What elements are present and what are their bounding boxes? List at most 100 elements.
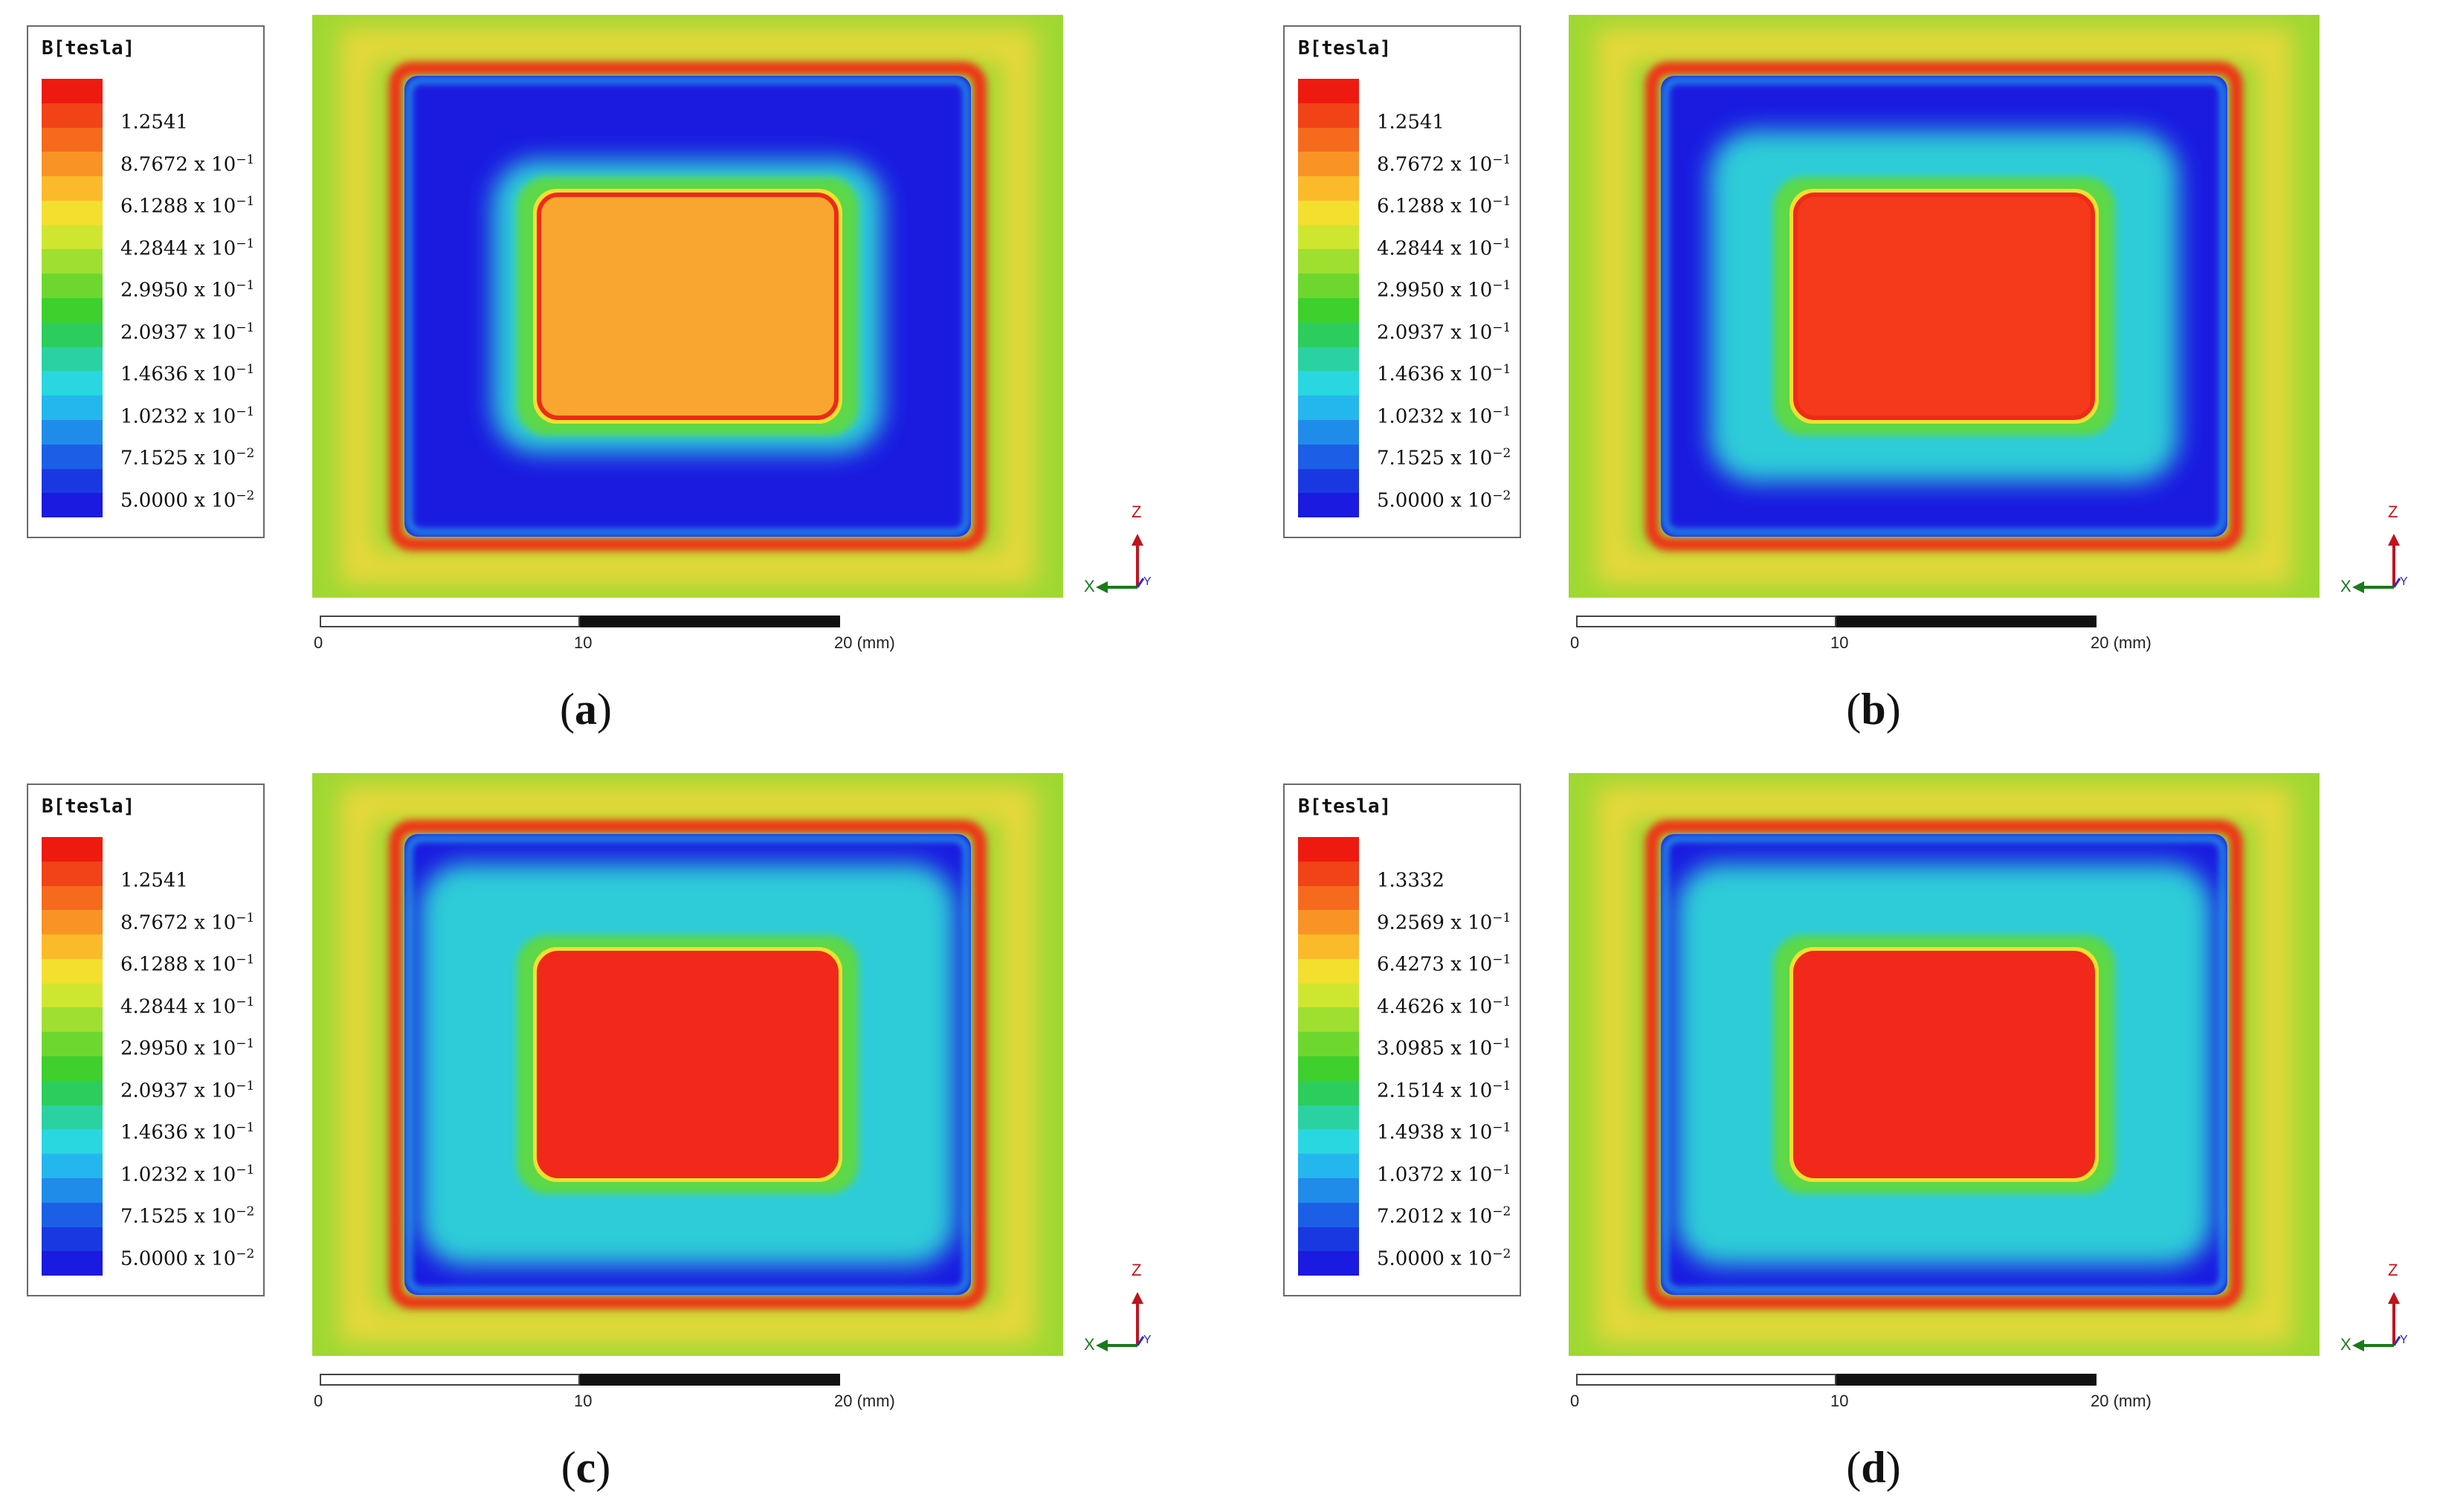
legend-swatch xyxy=(1298,861,1359,886)
legend-label-mantissa: 6.1288 x 10 xyxy=(1377,195,1493,218)
scale-tick-label: 20 (mm) xyxy=(2091,633,2152,652)
legend-label: 6.1288 x 10−1 xyxy=(120,194,254,218)
legend-swatch xyxy=(42,1032,103,1057)
legend-label-mantissa: 8.7672 x 10 xyxy=(1377,153,1493,176)
legend-swatch xyxy=(42,934,103,959)
legend-label: 2.0937 x 10−1 xyxy=(120,1079,254,1102)
legend-swatch xyxy=(42,1177,103,1203)
frame-inner-edge xyxy=(1663,836,2225,1293)
legend-swatch xyxy=(1298,1251,1359,1276)
legend-label-mantissa: 1.2541 xyxy=(120,869,188,892)
legend-label-exponent: −2 xyxy=(236,1204,255,1219)
legend-label-mantissa: 2.0937 x 10 xyxy=(120,321,236,344)
legend-swatch xyxy=(1298,274,1359,299)
legend-label-mantissa: 4.2844 x 10 xyxy=(1377,237,1493,260)
legend-label-mantissa: 5.0000 x 10 xyxy=(1377,489,1493,512)
legend-label-exponent: −1 xyxy=(236,952,255,967)
legend-swatch xyxy=(1298,79,1359,103)
scale-tick-label: 0 xyxy=(314,1392,323,1410)
legend-swatch xyxy=(1298,249,1359,274)
color-legend: B[tesla] 1.2541 8.7672 x 10−1 6.1288 x 10−1… xyxy=(27,784,265,1296)
z-axis-arrow xyxy=(2388,534,2400,546)
z-axis-arrow xyxy=(2388,1292,2400,1304)
legend-label-exponent: −1 xyxy=(236,404,255,419)
legend-swatch xyxy=(1298,444,1359,469)
legend-label-mantissa: 6.1288 x 10 xyxy=(120,195,236,218)
legend-label: 2.0937 x 10−1 xyxy=(1377,320,1511,344)
legend-swatch xyxy=(1298,371,1359,396)
scale-bar-black-segment xyxy=(1836,616,2097,627)
legend-label-mantissa: 8.7672 x 10 xyxy=(120,911,236,934)
legend-label: 5.0000 x 10−2 xyxy=(120,1247,254,1270)
legend-swatch xyxy=(1298,152,1359,177)
legend-color-bar xyxy=(1298,79,1359,518)
legend-label-mantissa: 4.4626 x 10 xyxy=(1377,995,1493,1018)
legend-swatch xyxy=(1298,910,1359,935)
legend-label-mantissa: 5.0000 x 10 xyxy=(1377,1247,1493,1270)
legend-label-exponent: −2 xyxy=(1492,1204,1511,1219)
legend-label-mantissa: 1.2541 xyxy=(1377,111,1445,134)
legend-swatch xyxy=(42,371,103,396)
scale-tick-label: 0 xyxy=(1570,1392,1580,1410)
legend-swatch xyxy=(42,1154,103,1178)
legend-label-mantissa: 1.3332 xyxy=(1377,869,1445,892)
legend-label: 1.2541 xyxy=(1377,110,1445,134)
legend-swatch xyxy=(42,419,103,445)
outer-yellow-band xyxy=(1597,786,2291,1343)
panel-caption-letter: d xyxy=(1861,1443,1886,1492)
outer-yellow-band xyxy=(340,786,1035,1343)
y-axis-label: Y xyxy=(1143,575,1152,588)
legend-label-mantissa: 1.0232 x 10 xyxy=(120,405,236,428)
frame-edge-ring xyxy=(389,820,987,1309)
panel-caption: (c) xyxy=(561,1443,611,1492)
legend-label-mantissa: 2.9950 x 10 xyxy=(1377,279,1493,302)
legend-swatch xyxy=(42,322,103,347)
legend-label-exponent: −1 xyxy=(236,994,255,1009)
legend-label-exponent: −2 xyxy=(236,446,255,461)
legend-swatch xyxy=(1298,1227,1359,1252)
x-axis-arrow xyxy=(1096,1340,1108,1351)
legend-swatch xyxy=(1298,200,1359,225)
scale-bar-white-segment xyxy=(1576,1374,1836,1386)
legend-label-mantissa: 2.9950 x 10 xyxy=(120,279,236,302)
legend-swatch xyxy=(1298,983,1359,1008)
legend-label-mantissa: 3.0985 x 10 xyxy=(1377,1037,1493,1060)
legend-label: 1.0372 x 10−1 xyxy=(1377,1163,1511,1186)
legend-swatch xyxy=(42,958,103,983)
legend-swatch xyxy=(1298,176,1359,201)
legend-swatch xyxy=(42,103,103,128)
z-axis-label: Z xyxy=(2388,503,2398,521)
legend-label-mantissa: 1.4938 x 10 xyxy=(1377,1121,1493,1144)
frame-edge-ring xyxy=(1645,820,2243,1309)
legend-swatch xyxy=(1298,958,1359,983)
legend-label-mantissa: 4.2844 x 10 xyxy=(120,995,236,1018)
scale-bar: 0 10 20 (mm) xyxy=(1546,1374,2152,1418)
legend-label-mantissa: 1.4636 x 10 xyxy=(120,363,236,386)
legend-swatch xyxy=(1298,103,1359,128)
legend-label: 1.0232 x 10−1 xyxy=(1377,404,1511,428)
legend-label: 1.4636 x 10−1 xyxy=(120,362,254,386)
axis-triad xyxy=(2352,1292,2401,1351)
legend-swatch xyxy=(42,1129,103,1154)
legend-label-exponent: −2 xyxy=(1492,446,1511,461)
legend-label-mantissa: 7.2012 x 10 xyxy=(1377,1205,1493,1228)
high-field-core xyxy=(537,193,839,420)
legend-swatch xyxy=(1298,419,1359,445)
panel-caption: (a) xyxy=(560,685,612,734)
x-axis-arrow xyxy=(2352,1340,2364,1351)
legend-swatch xyxy=(42,983,103,1008)
legend-label-exponent: −1 xyxy=(236,152,255,167)
scale-bar: 0 10 20 (mm) xyxy=(290,1374,895,1418)
legend-label-mantissa: 8.7672 x 10 xyxy=(120,153,236,176)
legend-label: 3.0985 x 10−1 xyxy=(1377,1036,1511,1060)
legend-swatch xyxy=(1298,346,1359,372)
frame-inner-edge xyxy=(407,836,969,1293)
x-axis-label: X xyxy=(2340,1335,2352,1354)
legend-label-mantissa: 1.0232 x 10 xyxy=(1377,405,1493,428)
color-legend: B[tesla] 1.3332 9.2569 x 10−1 6.4273 x 10−1… xyxy=(1283,784,1521,1296)
legend-swatch xyxy=(1298,1032,1359,1057)
legend-color-bar xyxy=(42,79,103,518)
legend-label-exponent: −1 xyxy=(1492,404,1511,419)
legend-label-exponent: −2 xyxy=(236,488,255,503)
outer-yellow-band xyxy=(340,28,1035,584)
